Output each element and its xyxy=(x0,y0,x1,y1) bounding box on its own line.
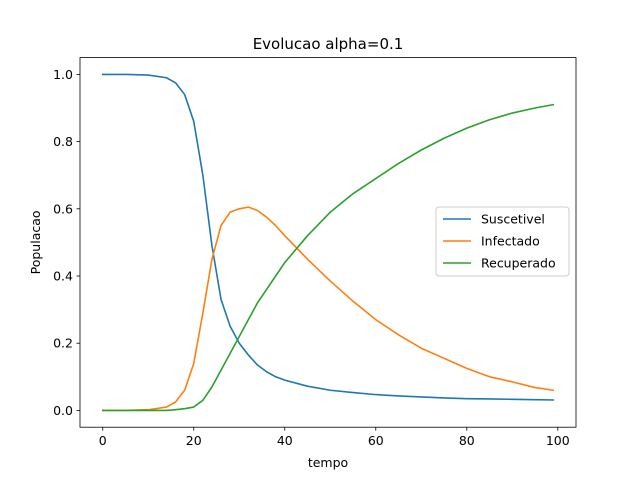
series-line-2 xyxy=(101,103,555,412)
legend-label-1: Infectado xyxy=(481,234,540,249)
x-tick-label: 0 xyxy=(99,433,107,448)
y-axis: 0.0 0.2 0.4 0.6 0.8 1.0 xyxy=(53,67,80,418)
legend-label-0: Suscetivel xyxy=(481,212,545,227)
legend-box xyxy=(435,206,570,277)
chart-title: Evolucao alpha=0.1 xyxy=(253,35,404,53)
x-tick-label: 20 xyxy=(186,433,202,448)
x-tick-label: 40 xyxy=(277,433,293,448)
plot-lines xyxy=(101,73,555,412)
legend-label-2: Recuperado xyxy=(481,256,556,271)
series-line-1 xyxy=(101,206,555,412)
series-line-0 xyxy=(101,73,555,401)
x-tick-label: 60 xyxy=(368,433,384,448)
x-tick-label: 80 xyxy=(459,433,475,448)
legend: Suscetivel Infectado Recuperado xyxy=(435,206,570,277)
y-tick-label: 0.0 xyxy=(53,403,73,418)
x-tick-label: 100 xyxy=(546,433,570,448)
x-axis: 0 20 40 60 80 100 xyxy=(99,427,570,448)
y-axis-label: Populacao xyxy=(28,210,43,274)
y-tick-label: 0.2 xyxy=(53,336,73,351)
y-tick-label: 0.4 xyxy=(53,269,73,284)
x-axis-label: tempo xyxy=(308,455,348,470)
y-tick-label: 0.6 xyxy=(53,201,73,216)
y-tick-label: 1.0 xyxy=(53,67,73,82)
y-tick-label: 0.8 xyxy=(53,134,73,149)
plot-frame xyxy=(79,57,577,428)
